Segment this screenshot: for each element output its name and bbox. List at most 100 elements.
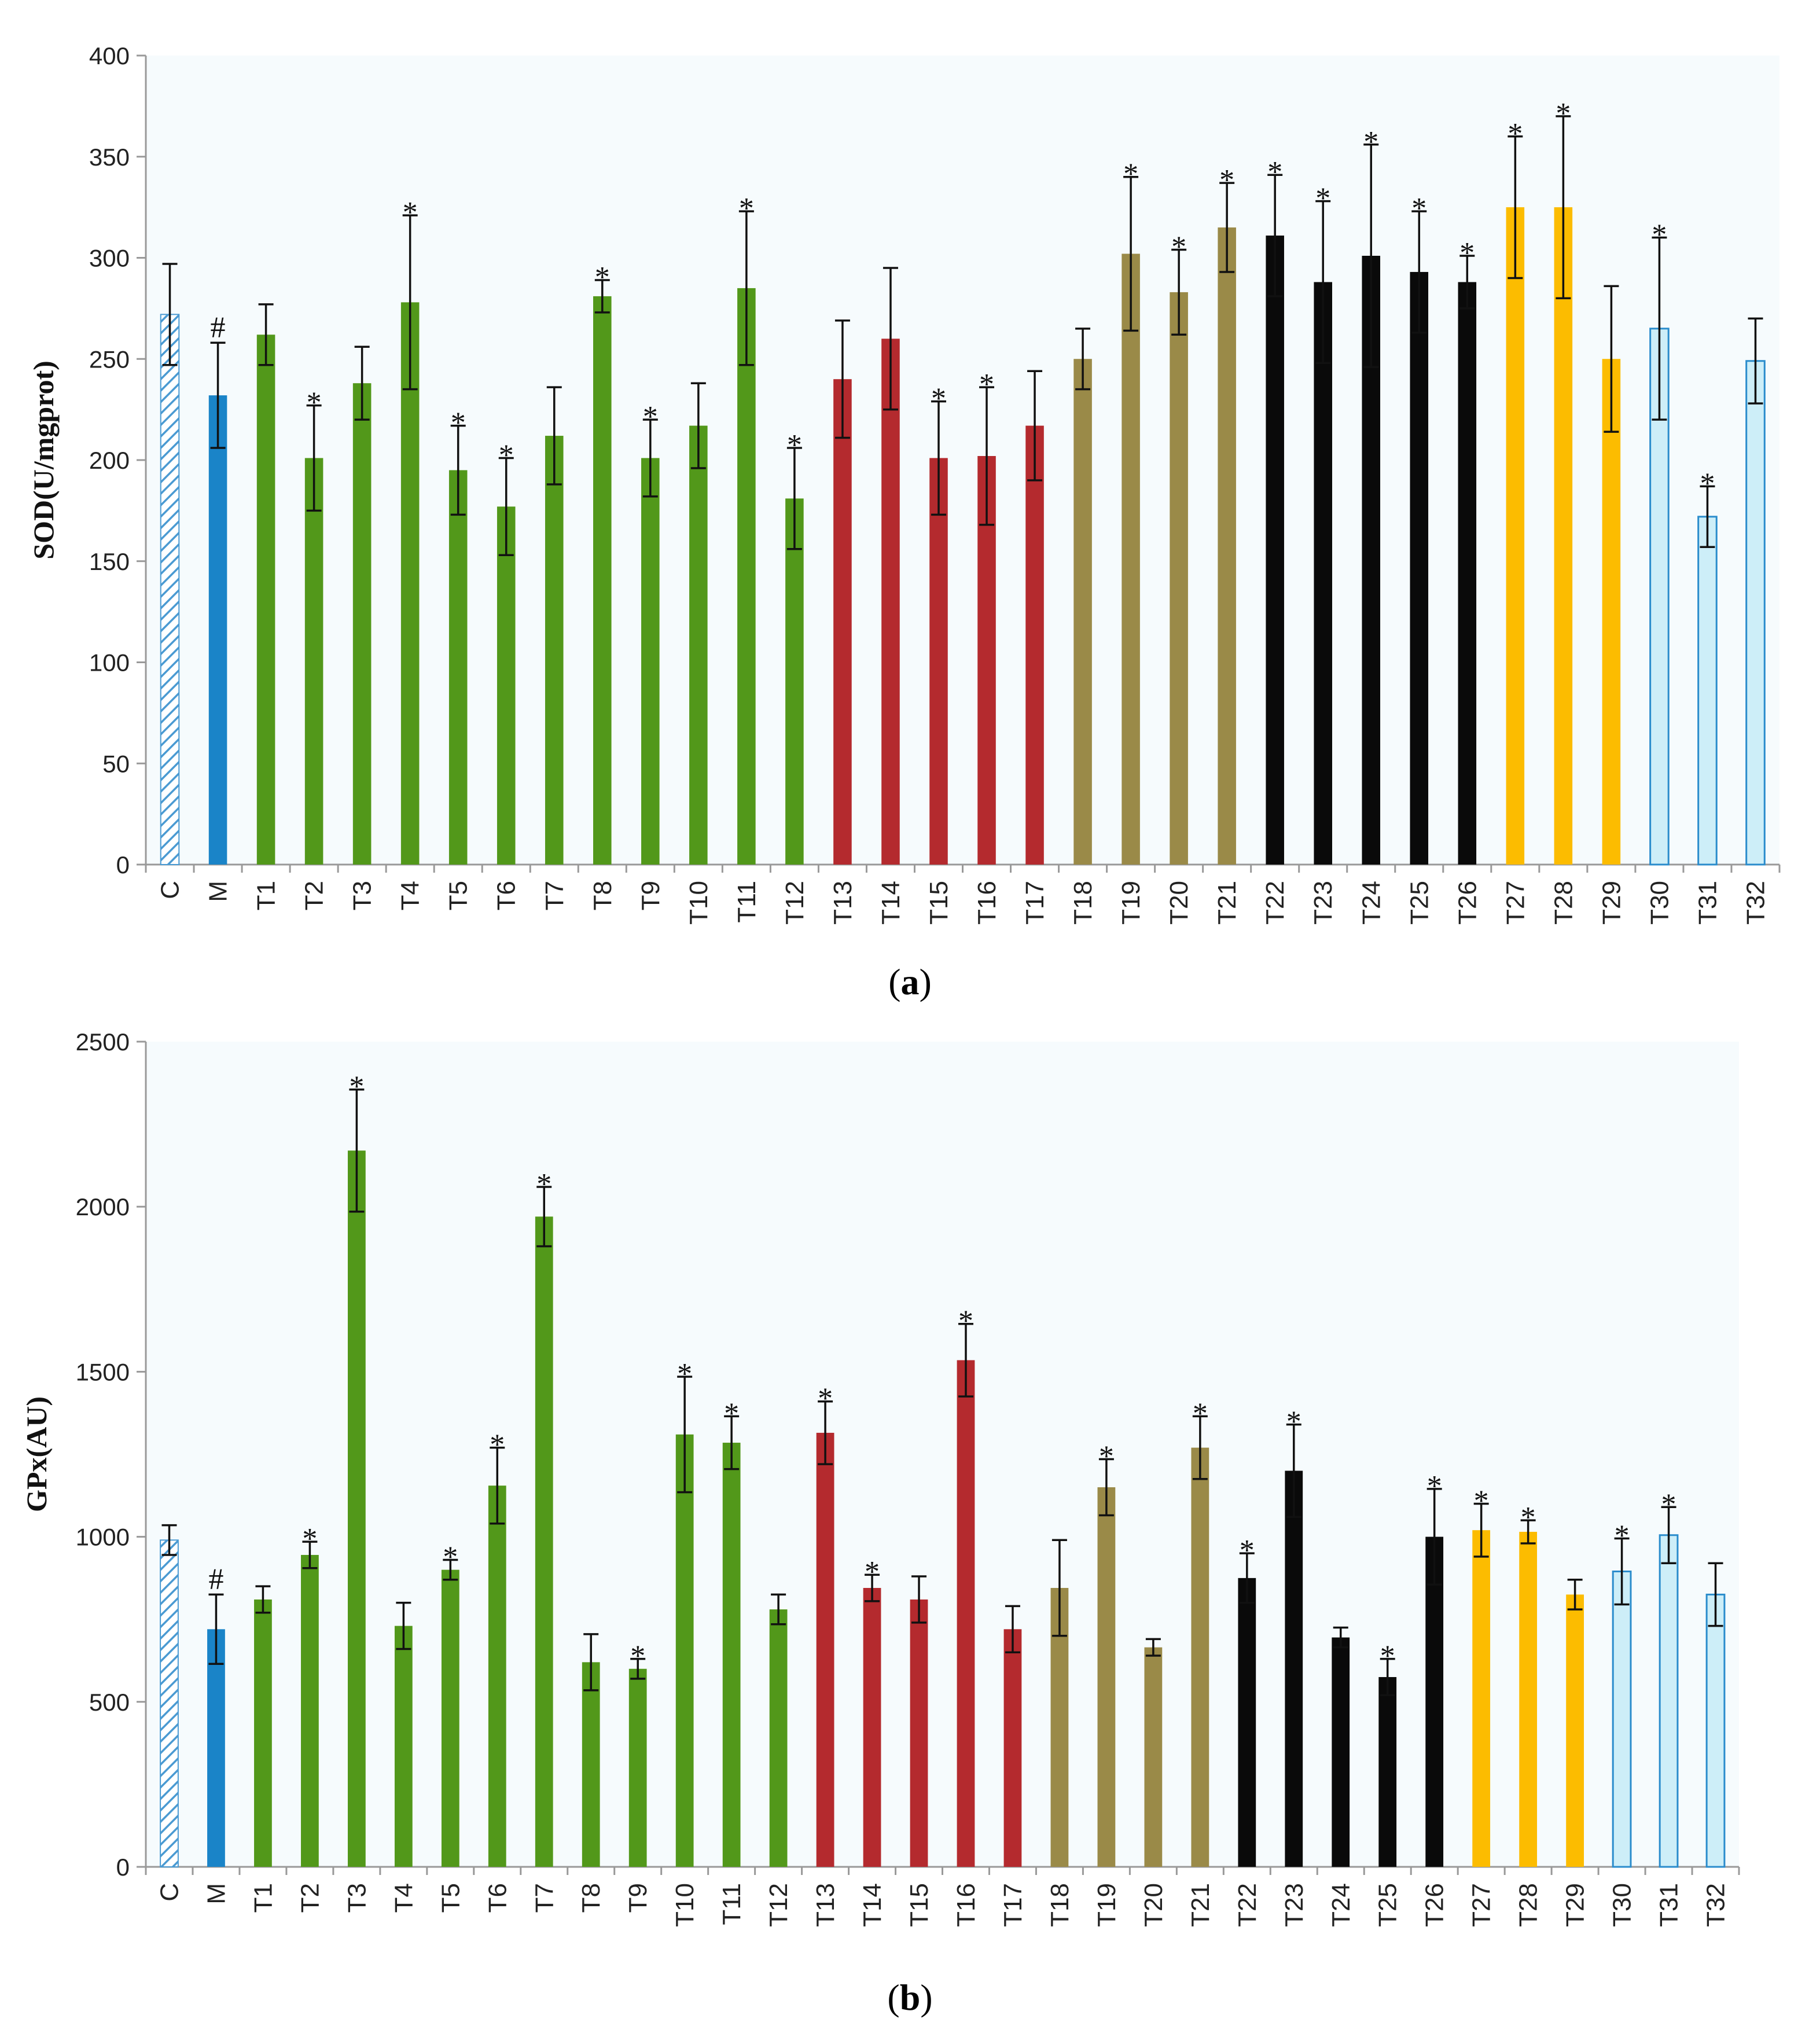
x-tick-label: T22	[1261, 881, 1289, 925]
significance-mark: *	[307, 387, 322, 420]
x-tick-label: T30	[1608, 1883, 1637, 1927]
x-tick-label: T4	[396, 881, 425, 910]
gpx-bar-chart: 0 500 1000 1500 2000 2500 GPx(AU) C # M T1 * T2 * T3 T4…	[20, 1028, 1740, 1927]
x-tick-label: T9	[637, 881, 665, 910]
significance-mark: *	[302, 1523, 317, 1556]
significance-mark: *	[1652, 219, 1667, 252]
plot-area	[146, 56, 1779, 865]
bar-T12	[785, 498, 804, 865]
x-tick-label: T26	[1421, 1883, 1449, 1927]
bar-T14	[863, 1588, 881, 1867]
significance-mark: *	[1171, 231, 1186, 264]
x-tick-label: T6	[492, 881, 521, 910]
x-tick-label: T31	[1693, 881, 1722, 925]
bar-T3	[347, 1150, 366, 1867]
bar-C	[160, 1539, 179, 1867]
significance-mark: *	[1427, 1470, 1442, 1503]
significance-mark: *	[1521, 1501, 1536, 1534]
x-tick-label: T12	[764, 1883, 793, 1927]
x-tick-label: T20	[1165, 881, 1193, 925]
bar-T10	[689, 425, 708, 865]
x-tick-label: T24	[1327, 1883, 1355, 1927]
bar-T20	[1170, 292, 1188, 865]
x-tick-label: T25	[1374, 1883, 1402, 1927]
bar-T28	[1554, 207, 1573, 865]
bar-T1	[254, 1599, 272, 1867]
bar-T30	[1612, 1570, 1632, 1868]
panel-a: 0 50 100 150 200 250 300 350 400 SOD(U/mgprot) C # M…	[27, 42, 1781, 1002]
x-tick-label: T31	[1655, 1883, 1683, 1927]
bar-T10	[675, 1434, 694, 1867]
y-tick-label: 500	[89, 1689, 130, 1716]
significance-mark: *	[1315, 182, 1330, 215]
bar-M	[207, 1629, 225, 1867]
bar-T27	[1472, 1530, 1491, 1867]
bar-T1	[256, 334, 275, 865]
x-tick-label: T29	[1597, 881, 1626, 925]
bar-T24	[1332, 1637, 1350, 1867]
bar-T6	[488, 1486, 506, 1867]
significance-mark: *	[1459, 237, 1475, 270]
bar-T32	[1705, 1593, 1726, 1868]
significance-mark: *	[958, 1305, 973, 1338]
bar-T13	[816, 1432, 834, 1867]
x-tick-label: T4	[389, 1883, 418, 1913]
x-tick-label: T2	[300, 881, 329, 910]
x-tick-label: T12	[781, 881, 809, 925]
significance-mark: *	[499, 439, 514, 472]
y-tick-label: 1000	[76, 1524, 130, 1551]
bar-T21	[1218, 227, 1236, 865]
x-tick-label: T6	[483, 1883, 512, 1913]
x-tick-label: C	[155, 1883, 183, 1902]
y-tick-label: 2000	[76, 1193, 130, 1220]
y-axis-title: SOD(U/mgprot)	[27, 361, 60, 560]
y-tick-label: 100	[89, 649, 130, 676]
x-tick-label: T8	[589, 881, 617, 910]
bar-T31	[1659, 1534, 1679, 1868]
x-tick-label: T18	[1069, 881, 1097, 925]
x-tick-label: T2	[296, 1883, 324, 1913]
sod-bar-chart: 0 50 100 150 200 250 300 350 400 SOD(U/mgprot) C # M…	[27, 42, 1781, 925]
significance-mark: *	[1219, 164, 1234, 197]
bar-T12	[769, 1609, 788, 1867]
x-tick-label: T14	[877, 881, 905, 925]
bar-T11	[737, 288, 756, 865]
x-tick-label: T11	[733, 881, 761, 923]
significance-mark: *	[1099, 1440, 1114, 1473]
significance-mark: *	[1286, 1406, 1301, 1439]
y-tick-label: 50	[102, 750, 130, 777]
x-tick-label: M	[204, 881, 233, 902]
significance-mark: *	[931, 383, 946, 416]
y-tick-label: 150	[89, 548, 130, 575]
bar-T23	[1314, 282, 1332, 865]
bar-T27	[1506, 207, 1525, 865]
bar-T3	[352, 383, 372, 865]
x-tick-label: T25	[1405, 881, 1433, 925]
y-tick-label: 0	[116, 851, 130, 878]
x-tick-label: T32	[1741, 881, 1770, 925]
bar-T25	[1378, 1677, 1397, 1867]
y-tick-label: 1500	[76, 1358, 130, 1385]
x-tick-label: T16	[973, 881, 1001, 925]
x-tick-label: T18	[1046, 1883, 1074, 1927]
bar-T17	[1025, 425, 1044, 865]
significance-mark: *	[724, 1397, 739, 1430]
x-tick-label: T29	[1561, 1883, 1590, 1927]
significance-mark: *	[1556, 97, 1571, 130]
bar-T26	[1425, 1536, 1444, 1867]
model-significance-mark: #	[211, 311, 226, 344]
bar-T29	[1566, 1594, 1584, 1867]
significance-mark: *	[1267, 156, 1282, 189]
x-tick-label: T19	[1093, 1883, 1121, 1927]
x-tick-label: T23	[1309, 881, 1337, 925]
y-tick-label: 200	[89, 447, 130, 474]
x-tick-label: M	[202, 1883, 230, 1904]
significance-mark: *	[490, 1429, 505, 1462]
bar-T2	[304, 458, 323, 865]
significance-mark: *	[1508, 117, 1523, 150]
x-tick-label: T1	[252, 881, 281, 910]
y-axis-title: GPx(AU)	[20, 1396, 53, 1512]
x-tick-label: T5	[436, 1883, 465, 1913]
y-tick-label: 250	[89, 345, 130, 373]
significance-mark: *	[1700, 467, 1715, 500]
